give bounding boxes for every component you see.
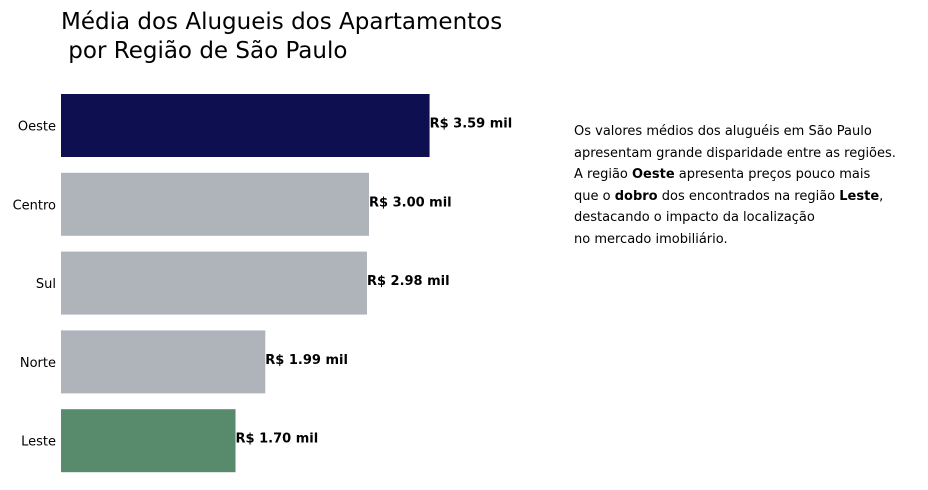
category-label-norte: Norte xyxy=(20,356,56,371)
data-label-norte: R$ 1.99 mil xyxy=(265,353,348,368)
annotation-highlight-dobro: dobro xyxy=(614,188,658,204)
annotation-line-1: Os valores médios dos aluguéis em São Pa… xyxy=(574,124,872,139)
annotation-line-4-prefix: que o xyxy=(574,188,615,204)
annotation-line-4: que o dobro dos encontrados na região Le… xyxy=(574,186,926,208)
category-label-sul: Sul xyxy=(36,277,56,292)
bar-oeste xyxy=(61,94,430,157)
annotation-line-2: apresentam grande disparidade entre as r… xyxy=(574,145,896,161)
bar-norte xyxy=(61,330,266,394)
category-label-oeste: Oeste xyxy=(18,120,56,135)
bars-layer: Oeste R$ 3.59 mil Centro R$ 3.00 mil Sul R$ 2… xyxy=(13,94,513,473)
annotation-line-6: no mercado imobiliário. xyxy=(574,231,728,247)
bar-leste xyxy=(61,409,236,473)
category-label-leste: Leste xyxy=(21,435,56,450)
bar-sul xyxy=(61,251,367,315)
annotation-text: Os valores médios dos aluguéis em São Pa… xyxy=(574,121,926,250)
annotation-line-4-suffix: , xyxy=(879,188,884,204)
annotation-highlight-leste: Leste xyxy=(839,188,880,204)
annotation-line-3-prefix: A região xyxy=(574,167,632,182)
annotation-line-3: A região Oeste apresenta preços pouco ma… xyxy=(574,164,926,186)
chart-title-line-2: por Região de São Paulo xyxy=(61,38,348,64)
chart-title: Média dos Alugueis dos Apartamentos por … xyxy=(61,8,502,66)
category-label-centro: Centro xyxy=(13,198,56,213)
annotation-line-5: destacando o impacto da localização xyxy=(574,210,815,225)
data-label-sul: R$ 2.98 mil xyxy=(367,274,450,289)
annotation-line-4-middle: dos encontrados na região xyxy=(657,188,840,204)
data-label-oeste: R$ 3.59 mil xyxy=(430,117,513,132)
annotation-line-3-suffix: apresenta preços pouco mais xyxy=(674,167,871,182)
data-label-leste: R$ 1.70 mil xyxy=(236,432,319,447)
data-label-centro: R$ 3.00 mil xyxy=(369,195,452,210)
annotation-highlight-oeste: Oeste xyxy=(632,167,675,182)
chart-title-line-1: Média dos Alugueis dos Apartamentos xyxy=(61,9,503,35)
bar-centro xyxy=(61,172,369,236)
